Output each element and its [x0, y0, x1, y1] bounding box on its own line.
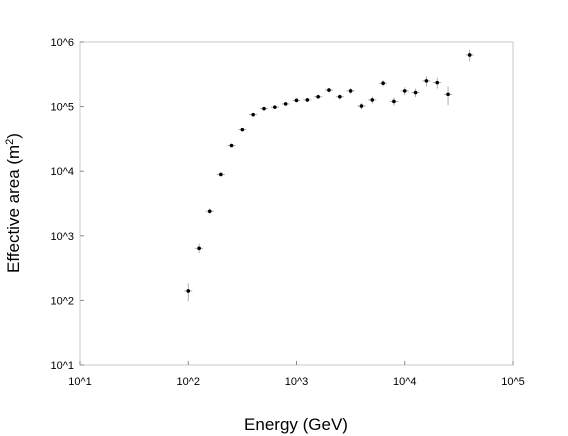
data-point: [273, 105, 277, 109]
y-axis-ticks: 10^1 10^2 10^3 10^4 10^5 10^6: [50, 37, 84, 372]
y-tick-label: 10^4: [50, 166, 74, 178]
y-axis-title-main: Effective area (m: [4, 145, 23, 273]
data-point: [197, 246, 201, 251]
y-tick-label: 10^3: [50, 231, 74, 243]
data-point: [219, 172, 223, 177]
data-point: [424, 79, 429, 83]
data-point: [251, 112, 255, 117]
data-points: [184, 49, 474, 302]
data-point: [327, 88, 331, 92]
data-point: [240, 127, 245, 132]
data-point: [435, 80, 440, 85]
data-point: [402, 89, 407, 93]
x-tick-label: 10^3: [285, 376, 309, 388]
data-point: [370, 98, 375, 102]
data-point: [392, 99, 396, 104]
x-tick-label: 10^5: [501, 376, 525, 388]
y-tick-label: 10^6: [50, 37, 74, 49]
y-axis-title-end: ): [4, 133, 23, 139]
data-point: [262, 106, 266, 111]
x-axis-ticks: 10^1 10^2 10^3 10^4 10^5: [68, 361, 525, 388]
data-point: [186, 289, 191, 293]
data-point: [338, 94, 342, 99]
data-point: [359, 104, 364, 108]
x-tick-label: 10^2: [176, 376, 200, 388]
data-point: [294, 98, 299, 103]
y-tick-label: 10^2: [50, 295, 74, 307]
y-tick-label: 10^1: [50, 360, 74, 372]
data-point: [229, 143, 234, 148]
data-point: [305, 98, 310, 102]
data-point: [446, 92, 450, 97]
y-tick-label: 10^5: [50, 102, 74, 114]
data-point: [283, 102, 288, 106]
y-axis-title: Effective area (m2): [4, 133, 23, 273]
data-point: [348, 89, 353, 93]
data-point: [381, 81, 385, 86]
data-point: [316, 94, 320, 99]
x-tick-label: 10^4: [393, 376, 417, 388]
x-tick-label: 10^1: [68, 376, 92, 388]
data-point: [207, 209, 212, 214]
x-axis-title: Energy (GeV): [244, 415, 348, 434]
y-axis-title-superscript: 2: [4, 139, 16, 145]
data-point: [467, 53, 472, 57]
data-point: [413, 90, 418, 95]
